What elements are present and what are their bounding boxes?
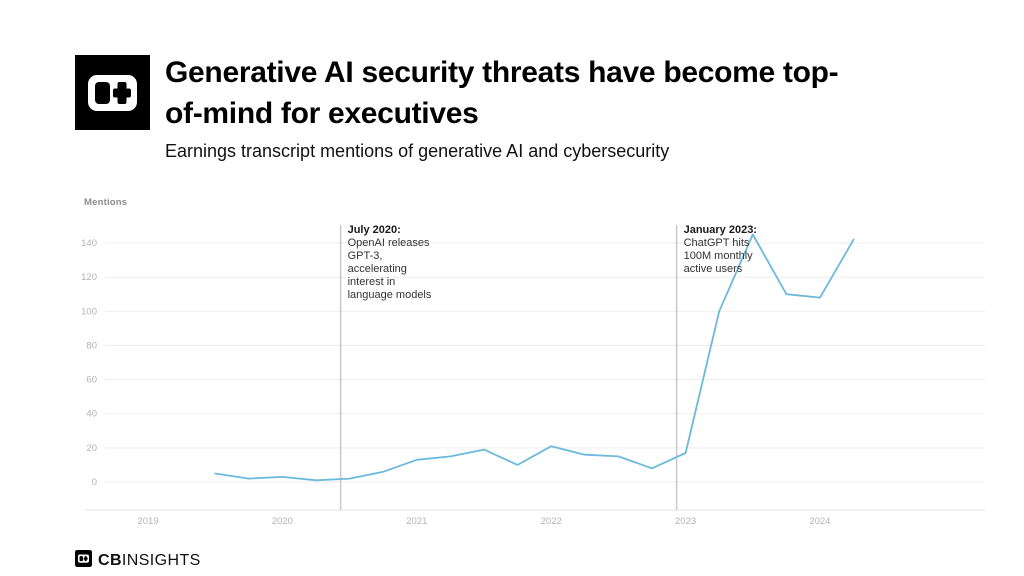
svg-text:2022: 2022 xyxy=(541,516,562,527)
cbinsights-logo-icon xyxy=(75,55,150,130)
svg-text:20: 20 xyxy=(86,443,97,454)
svg-text:40: 40 xyxy=(86,409,97,420)
svg-text:2023: 2023 xyxy=(675,516,696,527)
annotation-text: ChatGPT hits 100M monthly active users xyxy=(683,237,753,275)
svg-text:0: 0 xyxy=(92,477,97,488)
annotation-january-2023: January 2023: ChatGPT hits 100M monthly … xyxy=(684,224,780,276)
annotation-july-2020: July 2020: OpenAI releases GPT-3, accele… xyxy=(348,224,444,302)
svg-text:140: 140 xyxy=(81,238,97,249)
footer-brand: CBINSIGHTS xyxy=(75,550,201,572)
svg-text:100: 100 xyxy=(81,306,97,317)
footer-brand-insights: INSIGHTS xyxy=(121,552,201,569)
svg-text:2019: 2019 xyxy=(137,516,158,527)
footer-brand-cb: CB xyxy=(98,552,122,569)
footer-brand-text: CBINSIGHTS xyxy=(98,552,201,570)
annotation-label: July 2020: xyxy=(347,224,401,236)
cbinsights-footer-icon xyxy=(75,550,92,572)
svg-text:80: 80 xyxy=(86,340,97,351)
annotation-text: OpenAI releases GPT-3, accelerating inte… xyxy=(347,237,432,301)
svg-text:2021: 2021 xyxy=(406,516,427,527)
svg-text:2020: 2020 xyxy=(272,516,293,527)
svg-text:2024: 2024 xyxy=(809,516,830,527)
y-axis-title: Mentions xyxy=(84,197,128,208)
annotation-label: January 2023: xyxy=(683,224,757,236)
page-title: Generative AI security threats have beco… xyxy=(165,56,839,130)
svg-text:60: 60 xyxy=(86,375,97,386)
svg-text:120: 120 xyxy=(81,272,97,283)
page-subtitle: Earnings transcript mentions of generati… xyxy=(165,141,670,161)
